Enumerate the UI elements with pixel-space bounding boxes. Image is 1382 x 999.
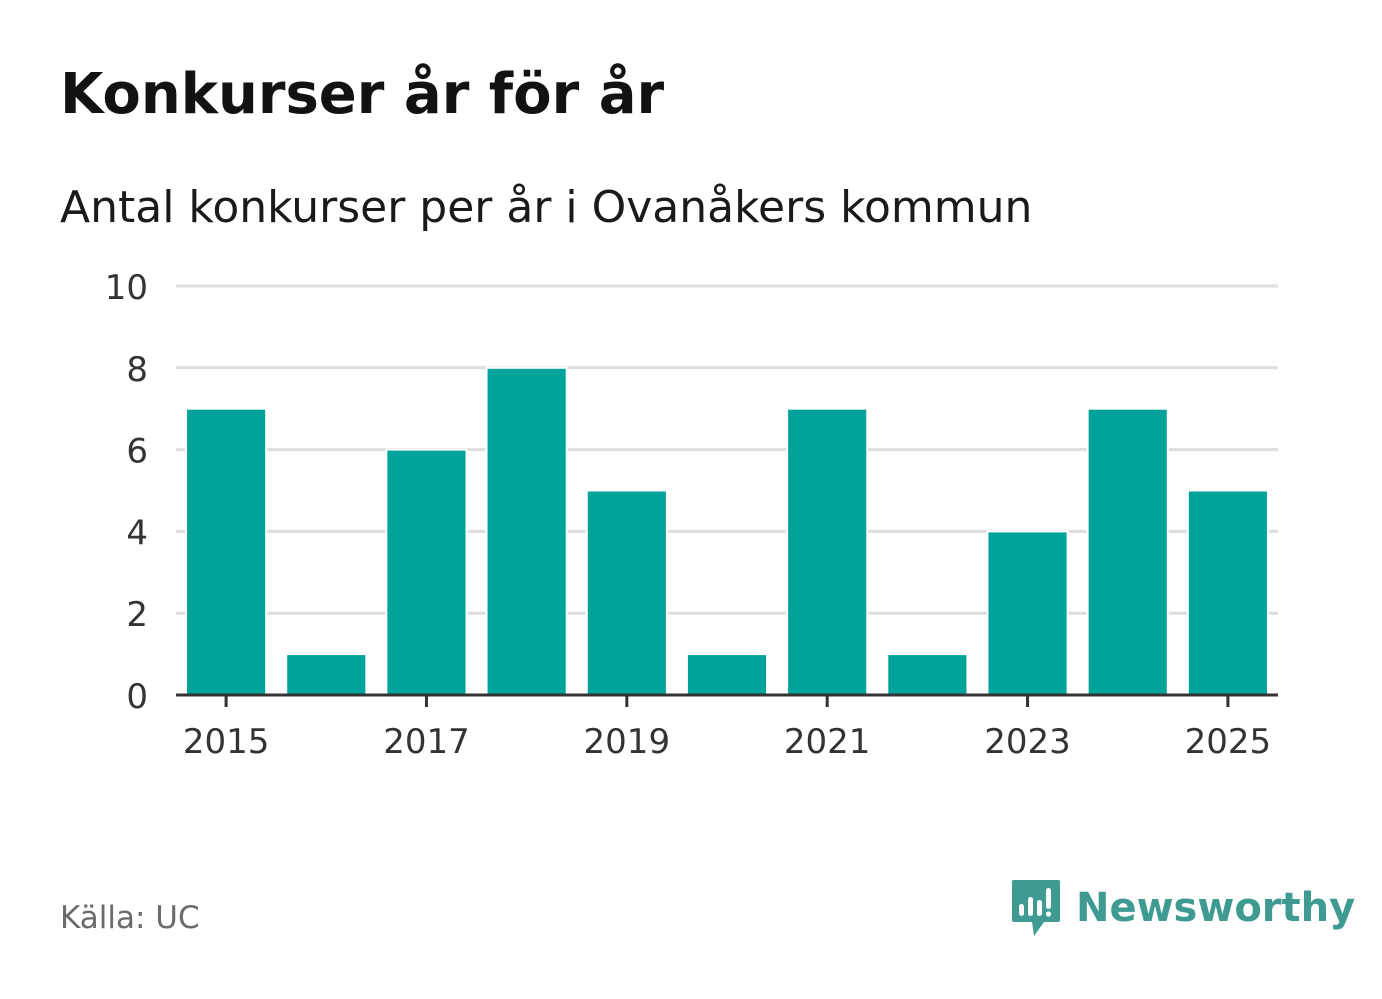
y-tick-label: 8 bbox=[126, 350, 148, 390]
chart-subtitle: Antal konkurser per år i Ovanåkers kommu… bbox=[60, 182, 1033, 233]
y-tick-label: 4 bbox=[126, 513, 148, 553]
bar-2024 bbox=[1086, 407, 1169, 696]
axes: 0 2 4 6 8 10 2015 2017 2019 2021 2023 2025 bbox=[105, 268, 1278, 762]
x-tick-label: 2025 bbox=[1185, 722, 1272, 762]
bar-2020 bbox=[685, 653, 769, 696]
y-tick-label: 6 bbox=[126, 432, 148, 472]
x-tick-label: 2015 bbox=[183, 722, 270, 762]
bar-2018 bbox=[485, 366, 568, 696]
bar-2017 bbox=[385, 448, 468, 696]
bar-2019 bbox=[585, 489, 668, 696]
x-tick-label: 2021 bbox=[784, 722, 871, 762]
x-tick-label: 2017 bbox=[383, 722, 470, 762]
brand-logo: Newsworthy bbox=[1010, 878, 1355, 938]
bar-2021 bbox=[786, 407, 869, 696]
bar-2023 bbox=[986, 530, 1069, 697]
x-tick-label: 2023 bbox=[984, 722, 1071, 762]
y-tick-label: 10 bbox=[105, 268, 148, 308]
bars bbox=[185, 366, 1269, 697]
source-label: Källa: UC bbox=[60, 900, 200, 936]
brand-name: Newsworthy bbox=[1076, 885, 1356, 931]
bar-2025 bbox=[1186, 489, 1269, 696]
bar-2022 bbox=[886, 653, 969, 696]
y-tick-label: 2 bbox=[126, 595, 148, 635]
x-tick-label: 2019 bbox=[584, 722, 671, 762]
bar-2016 bbox=[285, 653, 368, 696]
newsworthy-logo-icon bbox=[1012, 880, 1060, 936]
bar-2015 bbox=[185, 407, 268, 696]
y-tick-label: 0 bbox=[126, 677, 148, 717]
chart-title: Konkurser år för år bbox=[60, 62, 665, 127]
